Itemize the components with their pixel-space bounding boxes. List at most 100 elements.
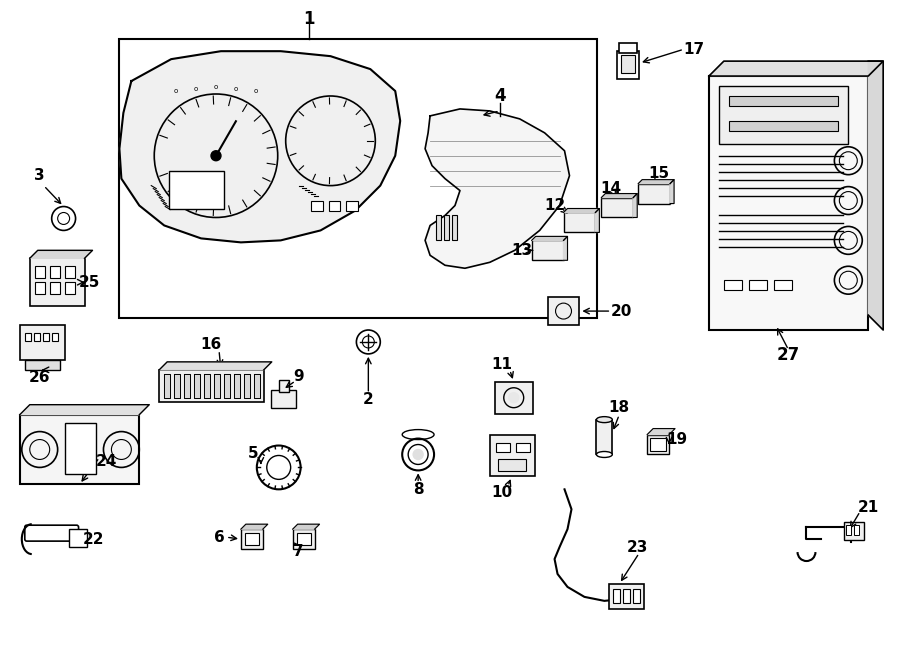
Bar — [624, 589, 630, 603]
Text: 24: 24 — [95, 454, 117, 469]
Bar — [650, 438, 666, 451]
Bar — [597, 420, 612, 455]
Bar — [601, 197, 634, 218]
Bar — [120, 39, 598, 318]
Bar — [621, 55, 635, 73]
Bar — [749, 280, 767, 290]
Bar — [241, 529, 263, 549]
Polygon shape — [634, 193, 637, 218]
Bar — [617, 51, 639, 79]
Text: 9: 9 — [293, 369, 304, 385]
Polygon shape — [638, 179, 674, 183]
Bar — [159, 370, 264, 402]
Text: 27: 27 — [777, 346, 800, 364]
Polygon shape — [20, 404, 149, 414]
Text: 1: 1 — [302, 11, 314, 28]
Text: 10: 10 — [491, 485, 512, 500]
Bar — [547, 297, 580, 325]
Bar — [495, 382, 533, 414]
Polygon shape — [175, 374, 180, 398]
Text: 11: 11 — [491, 357, 512, 372]
Text: 8: 8 — [413, 482, 423, 497]
Polygon shape — [868, 61, 883, 330]
Bar — [297, 533, 310, 545]
Bar — [169, 171, 224, 209]
Bar — [35, 282, 45, 294]
Polygon shape — [164, 374, 170, 398]
Text: o: o — [194, 86, 198, 92]
Bar — [50, 282, 59, 294]
Bar — [50, 266, 59, 278]
Bar — [65, 266, 75, 278]
Bar — [51, 333, 58, 341]
Polygon shape — [532, 236, 568, 240]
Polygon shape — [670, 179, 674, 203]
Bar — [25, 333, 31, 341]
Bar — [20, 325, 65, 360]
Bar — [496, 442, 509, 453]
Text: 12: 12 — [544, 198, 565, 213]
FancyBboxPatch shape — [25, 525, 78, 541]
Circle shape — [211, 151, 221, 161]
Bar — [613, 589, 620, 603]
Bar — [436, 216, 441, 240]
Polygon shape — [563, 209, 599, 213]
Polygon shape — [425, 109, 570, 268]
Bar — [709, 76, 868, 330]
Polygon shape — [244, 374, 250, 398]
Polygon shape — [234, 374, 240, 398]
Bar — [346, 201, 358, 211]
Bar — [65, 282, 75, 294]
Text: 22: 22 — [83, 532, 104, 547]
Text: 19: 19 — [667, 432, 688, 447]
Text: 15: 15 — [649, 166, 670, 181]
Text: o: o — [254, 88, 258, 94]
Bar — [245, 533, 259, 545]
Polygon shape — [214, 374, 220, 398]
Bar — [724, 280, 742, 290]
Bar — [609, 584, 644, 609]
Polygon shape — [709, 61, 883, 76]
Polygon shape — [204, 374, 210, 398]
Text: o: o — [214, 84, 218, 90]
Ellipse shape — [597, 451, 612, 457]
Polygon shape — [120, 51, 400, 242]
Polygon shape — [30, 250, 93, 258]
Bar — [729, 121, 839, 131]
Ellipse shape — [597, 416, 612, 422]
Bar — [42, 333, 49, 341]
Polygon shape — [224, 374, 230, 398]
Polygon shape — [596, 209, 599, 232]
Bar — [20, 414, 140, 485]
Text: o: o — [174, 88, 178, 94]
Bar — [846, 525, 851, 535]
Text: 4: 4 — [494, 87, 506, 105]
Circle shape — [413, 449, 423, 459]
Bar — [34, 333, 40, 341]
Text: 26: 26 — [29, 370, 50, 385]
Bar — [647, 434, 669, 455]
Text: 21: 21 — [858, 500, 879, 515]
Bar — [310, 201, 322, 211]
Polygon shape — [254, 374, 260, 398]
Bar — [490, 434, 535, 477]
Bar — [619, 43, 637, 53]
Text: o: o — [234, 86, 238, 92]
Text: 7: 7 — [293, 544, 304, 559]
Text: 6: 6 — [213, 530, 224, 545]
Bar — [328, 201, 340, 211]
Bar — [532, 240, 563, 260]
Text: 23: 23 — [626, 540, 648, 555]
Bar — [563, 213, 596, 232]
Bar — [25, 360, 59, 370]
Text: 17: 17 — [683, 42, 705, 57]
Bar — [68, 529, 86, 547]
Bar — [35, 266, 45, 278]
Bar — [444, 216, 449, 240]
Polygon shape — [647, 428, 675, 434]
Text: 18: 18 — [608, 400, 630, 415]
Bar — [516, 442, 530, 453]
Bar — [30, 258, 85, 306]
Polygon shape — [194, 374, 200, 398]
Bar — [498, 459, 526, 471]
